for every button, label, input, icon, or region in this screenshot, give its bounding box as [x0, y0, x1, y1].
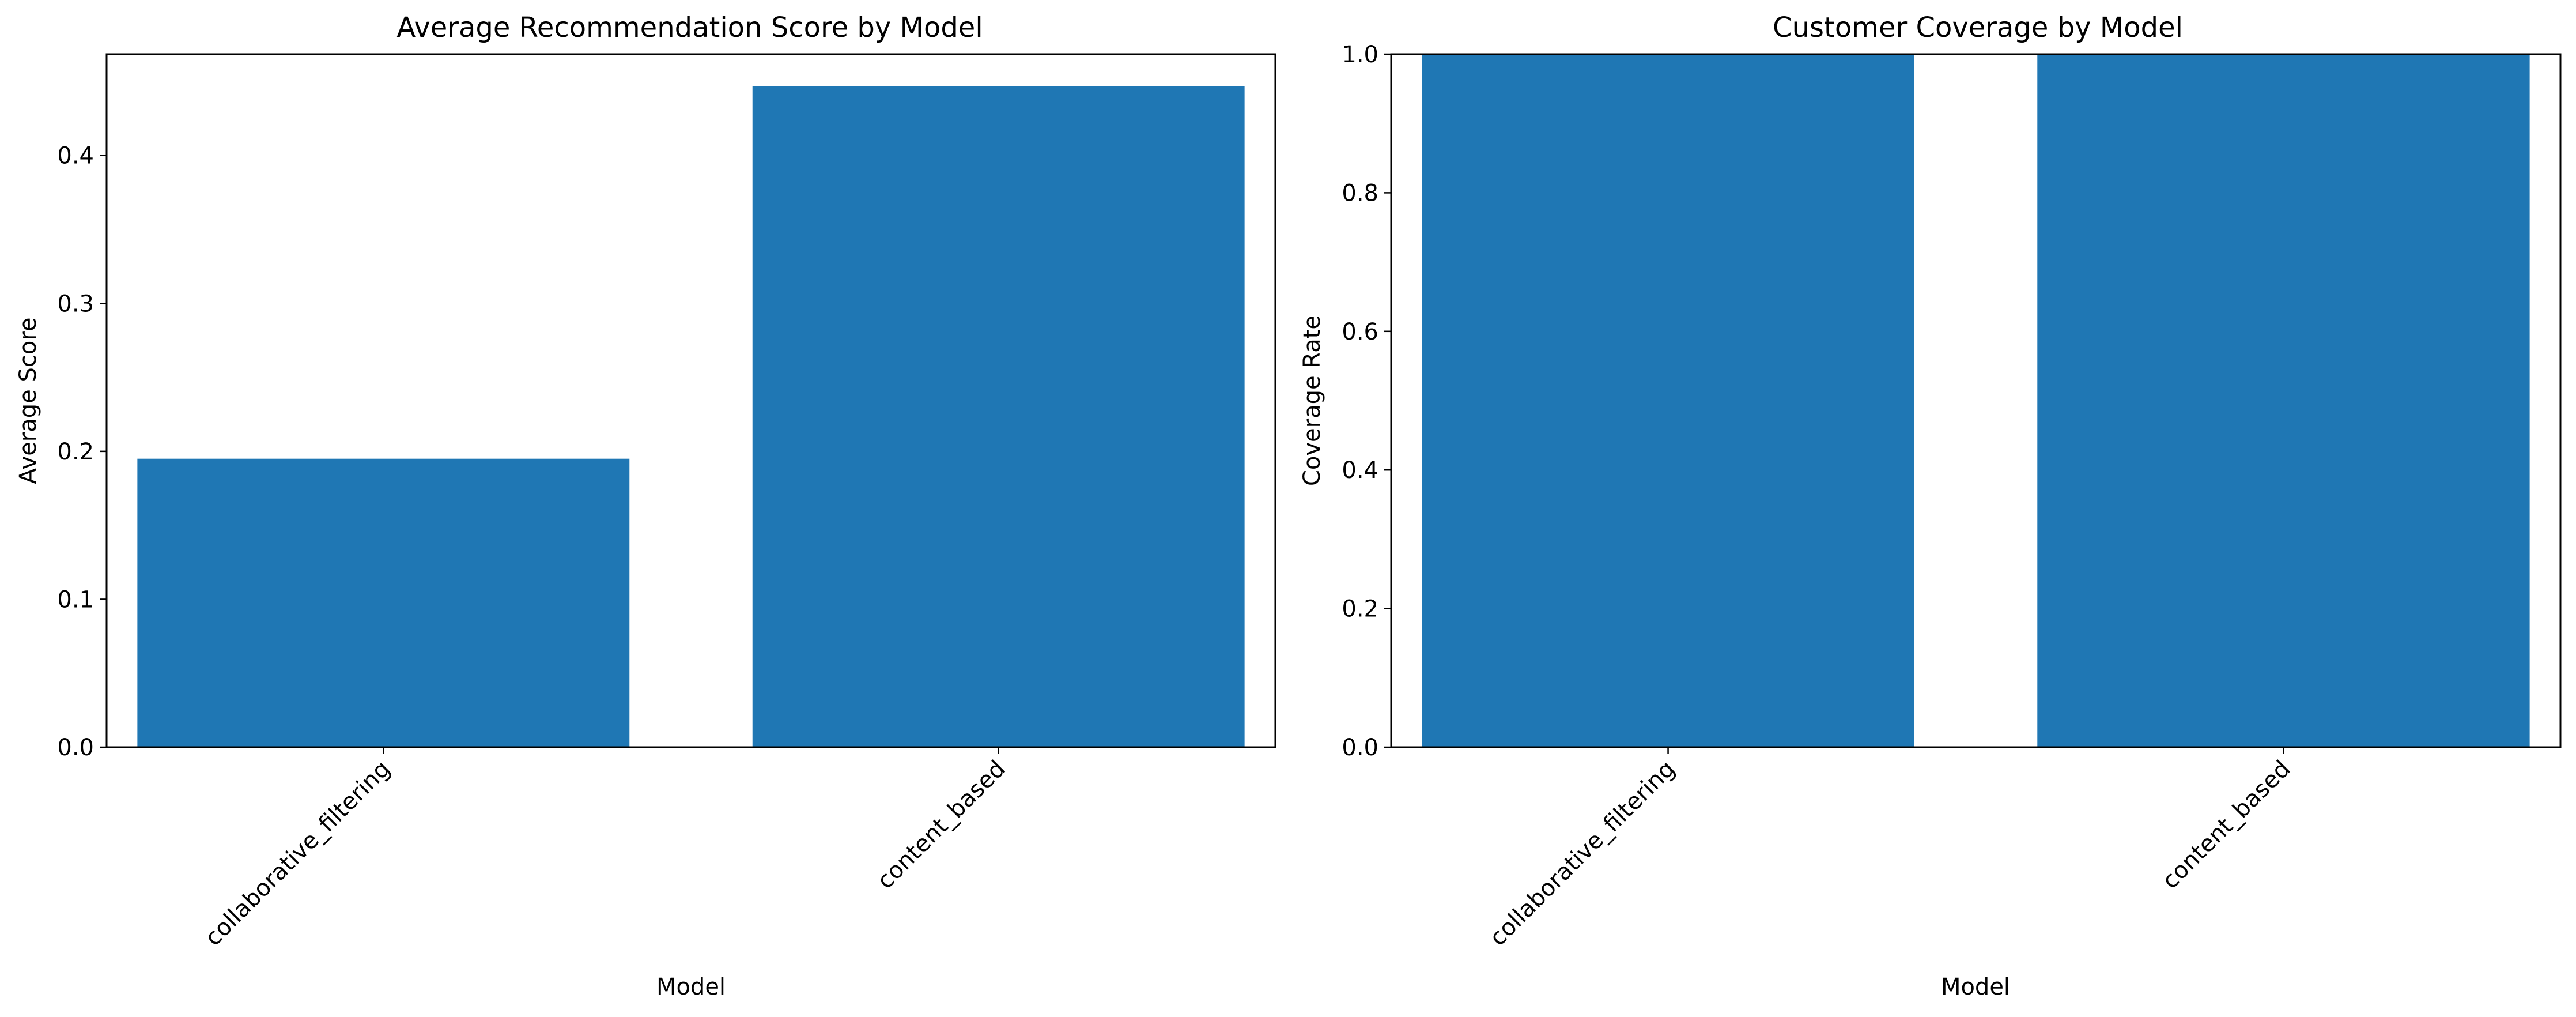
- y-tick-label: 0.2: [1342, 596, 1378, 623]
- y-tick-label: 0.2: [57, 439, 94, 465]
- y-tick-label: 0.4: [1342, 457, 1378, 484]
- y-tick-label: 0.8: [1342, 180, 1378, 206]
- y-tick-label: 0.0: [57, 734, 94, 761]
- bar-content-based: [2037, 54, 2530, 747]
- y-tick-label: 0.1: [57, 586, 94, 613]
- y-axis-label: Average Score: [15, 317, 41, 484]
- y-axis: 0.0 0.1 0.2 0.3 0.4: [57, 143, 107, 761]
- bars-layer: [1422, 54, 2530, 747]
- y-tick-label: 0.4: [57, 143, 94, 170]
- plot-frame: [105, 53, 1276, 748]
- bar-collaborative-filtering: [137, 458, 630, 747]
- chart-title: Customer Coverage by Model: [1773, 12, 2183, 44]
- y-tick-label: 1.0: [1342, 42, 1378, 68]
- y-tick-label: 0.6: [1342, 319, 1378, 345]
- bars-layer: [137, 86, 1245, 748]
- y-axis: 0.0 0.2 0.4 0.6 0.8 1.0: [1342, 42, 1391, 761]
- chart-title: Average Recommendation Score by Model: [396, 12, 983, 44]
- y-tick-label: 0.3: [57, 291, 94, 317]
- plot-frame: [1390, 53, 2562, 748]
- bar-content-based: [752, 86, 1245, 748]
- x-axis-label: Model: [1941, 974, 2010, 1000]
- y-tick-label: 0.0: [1342, 734, 1378, 761]
- y-axis-label: Coverage Rate: [1299, 315, 1325, 486]
- x-axis-label: Model: [656, 974, 726, 1000]
- bar-collaborative-filtering: [1422, 54, 1914, 747]
